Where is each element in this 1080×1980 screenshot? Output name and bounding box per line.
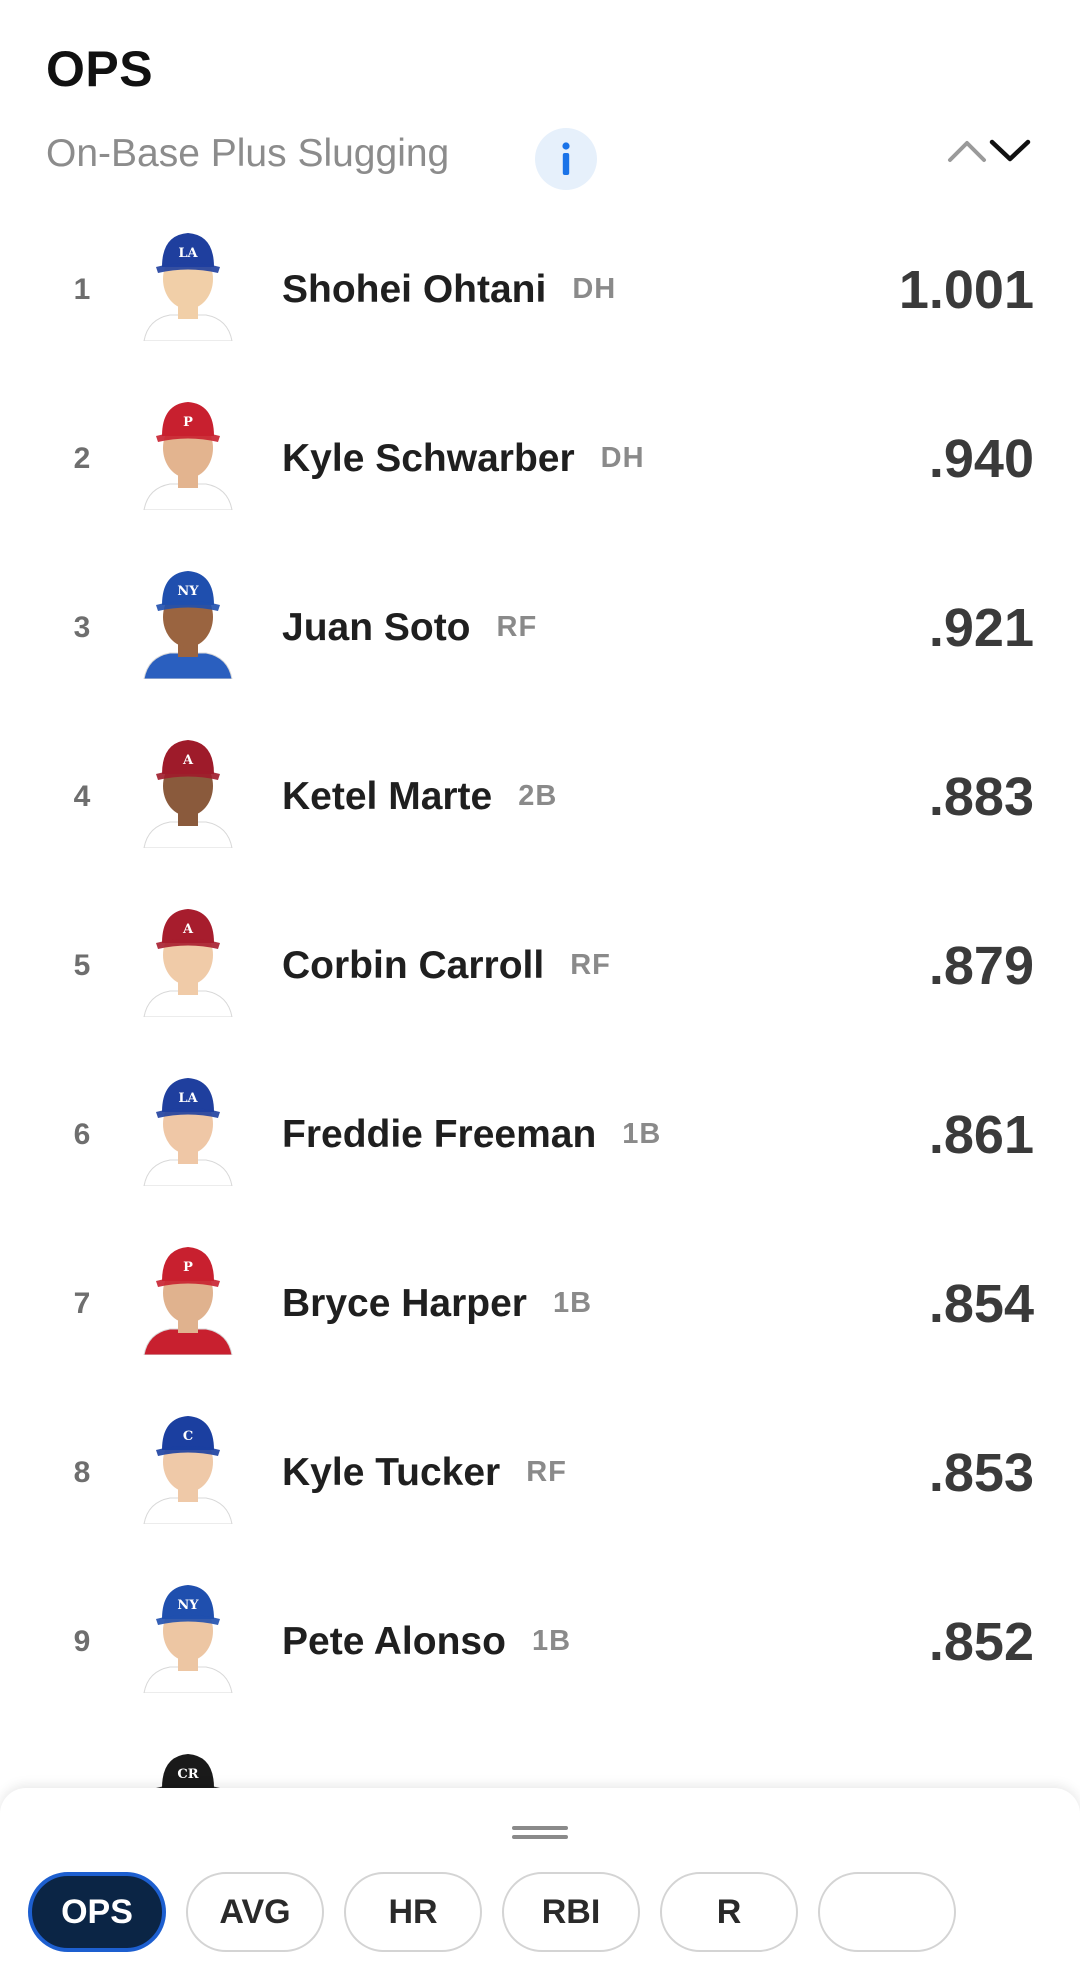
stat-subtitle: On-Base Plus Slugging [46,132,450,175]
leader-row[interactable]: 6 LA Freddie Freeman 1B .861 [0,1050,1080,1219]
player-name[interactable]: Kyle Schwarber [282,436,575,480]
chevron-up-icon[interactable] [946,134,988,166]
player-name-block[interactable]: Kyle Schwarber DH [282,374,645,543]
drag-handle-icon[interactable] [512,1826,568,1840]
sort-toggle[interactable] [946,134,1036,174]
info-icon [562,142,570,175]
player-position: DH [572,273,617,305]
rank-number: 4 [73,779,91,813]
tab-avg[interactable]: AVG [186,1872,324,1952]
player-name[interactable]: Juan Soto [282,605,471,649]
player-name-block[interactable]: Juan Soto RF [282,543,537,712]
rank-number: 6 [73,1117,91,1151]
player-position: RF [496,611,538,643]
player-name[interactable]: Ketel Marte [282,774,493,818]
player-name[interactable]: Bryce Harper [282,1281,527,1325]
player-position: RF [570,949,611,981]
player-headshot[interactable]: C [138,1406,238,1524]
leader-row[interactable]: 7 P Bryce Harper 1B .854 [0,1219,1080,1388]
stat-header: OPS [46,40,1034,98]
leader-row[interactable]: 5 A Corbin Carroll RF .879 [0,881,1080,1050]
stat-value: 1.001 [898,259,1034,320]
player-name-block[interactable]: Pete Alonso 1B [282,1557,571,1726]
rank-number: 5 [73,948,91,982]
player-name-block[interactable]: Shohei Ohtani DH [282,205,616,374]
stat-value: .883 [928,766,1034,827]
player-name-block[interactable]: Freddie Freeman 1B [282,1050,661,1219]
leader-row[interactable]: 4 A Ketel Marte 2B .883 [0,712,1080,881]
cap-logo: NY [177,1598,199,1613]
player-headshot[interactable]: LA [138,1068,238,1186]
player-name-block[interactable]: Bryce Harper 1B [282,1219,592,1388]
stat-selector-sheet: OPS AVG HR RBI R [0,1788,1080,1980]
stat-value: .940 [928,428,1034,489]
cap-logo: C [183,1429,193,1444]
stat-value: .921 [928,597,1034,658]
player-name[interactable]: Shohei Ohtani [282,267,547,311]
cap-logo: LA [178,1091,198,1106]
rank-number: 9 [73,1624,91,1658]
rank-number: 2 [73,441,91,475]
subtitle-row: On-Base Plus Slugging [46,128,1036,190]
info-button[interactable] [535,128,597,190]
cap-logo: CR [177,1767,198,1782]
player-name[interactable]: Freddie Freeman [282,1112,597,1156]
player-name-block[interactable]: Corbin Carroll RF [282,881,611,1050]
cap-logo: A [182,922,194,937]
stat-value: .853 [928,1442,1034,1503]
player-position: 1B [531,1625,572,1657]
chevron-down-icon[interactable] [988,134,1032,166]
player-headshot[interactable]: A [138,730,238,848]
leader-row[interactable]: 8 C Kyle Tucker RF .853 [0,1388,1080,1557]
player-name-block[interactable]: Ketel Marte 2B [282,712,557,881]
cap-logo: P [183,415,193,430]
player-headshot[interactable]: P [138,1237,238,1355]
tab-hr[interactable]: HR [344,1872,482,1952]
tab-rbi[interactable]: RBI [502,1872,640,1952]
tab-r[interactable]: R [660,1872,798,1952]
leader-row[interactable]: 2 P Kyle Schwarber DH .940 [0,374,1080,543]
player-position: 1B [622,1118,662,1150]
cap-logo: A [182,753,194,768]
player-position: RF [526,1456,567,1488]
player-name[interactable]: Kyle Tucker [282,1450,501,1494]
stat-tabs: OPS AVG HR RBI R [28,1872,1080,1958]
leader-row[interactable]: 1 LA Shohei Ohtani DH 1.001 [0,205,1080,374]
player-position: DH [600,442,645,474]
stat-value: .879 [928,935,1034,996]
rank-number: 7 [73,1286,91,1320]
player-headshot[interactable]: P [138,392,238,510]
rank-number: 3 [73,610,91,644]
leader-row[interactable]: 9 NY Pete Alonso 1B .852 [0,1557,1080,1726]
player-headshot[interactable]: NY [138,1575,238,1693]
cap-logo: LA [178,246,198,261]
cap-logo: NY [177,584,199,599]
player-headshot[interactable]: A [138,899,238,1017]
tab-ops[interactable]: OPS [28,1872,166,1952]
page-title: OPS [46,41,154,97]
cap-logo: P [183,1260,193,1275]
rank-number: 8 [73,1455,91,1489]
rank-number: 1 [73,272,91,306]
stat-value: .854 [928,1273,1034,1334]
player-name[interactable]: Pete Alonso [282,1619,506,1663]
player-position: 2B [518,780,558,812]
stat-value: .861 [928,1104,1034,1165]
leaderboard-list: 1 LA Shohei Ohtani DH 1.001 2 P Kyle Sch… [0,205,1080,1895]
stat-value: .852 [928,1611,1034,1672]
player-name[interactable]: Corbin Carroll [282,943,545,987]
player-headshot[interactable]: LA [138,223,238,341]
tab-more-partial[interactable] [818,1872,956,1952]
player-name-block[interactable]: Kyle Tucker RF [282,1388,567,1557]
leader-row[interactable]: 3 NY Juan Soto RF .921 [0,543,1080,712]
player-position: 1B [552,1287,593,1319]
player-headshot[interactable]: NY [138,561,238,679]
